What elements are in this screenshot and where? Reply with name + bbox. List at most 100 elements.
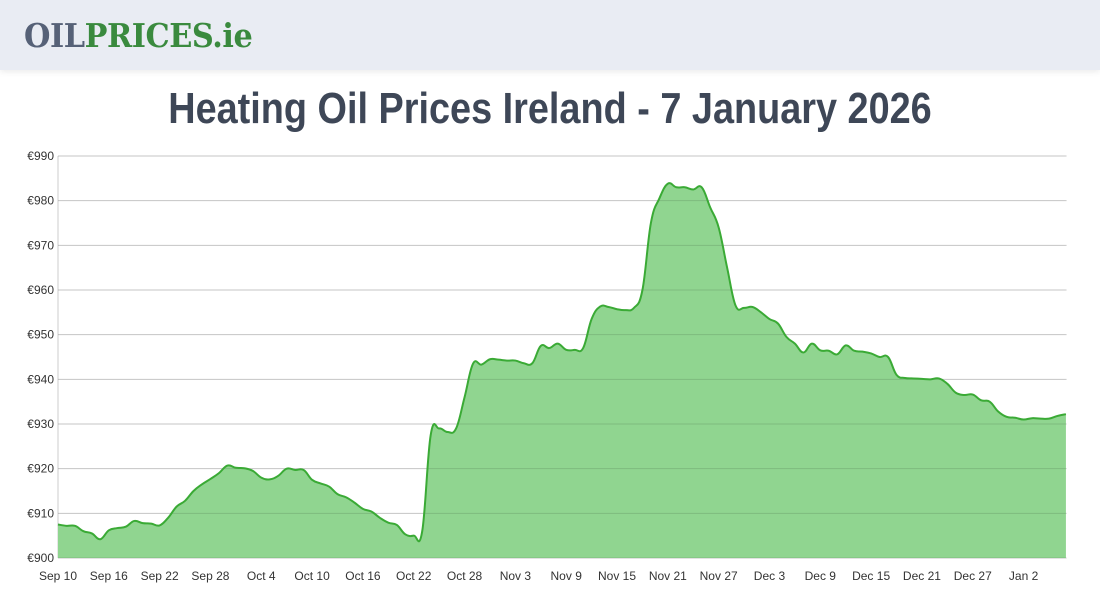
data-point [173,503,181,511]
data-point [1037,415,1045,423]
data-point [427,431,435,439]
data-point [486,355,494,363]
data-point [1020,416,1028,424]
x-tick-label: Oct 16 [345,569,381,583]
x-tick-label: Oct 4 [247,569,276,583]
data-point [723,264,731,272]
data-point [605,303,613,311]
site-header: OILPRICES.ie [0,0,1100,70]
data-point [977,396,985,404]
data-point [715,223,723,231]
data-point [520,359,528,367]
data-point [418,527,426,535]
data-point [156,521,164,529]
data-point [909,374,917,382]
data-point [359,505,367,513]
data-point [969,391,977,399]
x-tick-label: Sep 28 [191,569,229,583]
data-point [935,374,943,382]
data-point [613,305,621,313]
data-point [893,371,901,379]
x-tick-label: Sep 16 [90,569,128,583]
x-tick-label: Dec 15 [852,569,890,583]
data-point [621,306,629,314]
data-point [850,347,858,355]
data-point [1003,413,1011,421]
data-point [223,462,231,470]
x-tick-label: Jan 2 [1009,569,1039,583]
data-point [638,286,646,294]
data-point [842,341,850,349]
data-point [257,474,265,482]
data-point [791,340,799,348]
x-tick-label: Dec 3 [754,569,786,583]
data-point [765,315,773,323]
data-point [444,428,452,436]
data-point [376,514,384,522]
data-point [325,483,333,491]
price-area-fill [58,183,1066,558]
data-point [393,521,401,529]
data-point [808,340,816,348]
y-tick-label: €910 [27,506,54,520]
data-point [943,380,951,388]
data-point [240,464,248,472]
data-point [994,407,1002,415]
y-tick-label: €940 [27,372,54,386]
data-point [825,347,833,355]
data-point [452,424,460,432]
price-line [57,182,1067,543]
data-point [926,375,934,383]
data-point [698,183,706,191]
y-tick-label: €970 [27,238,54,252]
x-tick-label: Nov 9 [551,569,583,583]
data-point [401,530,409,538]
data-point [1045,415,1053,423]
data-point [630,304,638,312]
data-point [952,389,960,397]
data-point [342,493,350,501]
x-tick-label: Oct 28 [447,569,483,583]
data-point [291,466,299,474]
data-point [588,315,596,323]
data-point [494,356,502,364]
x-tick-label: Sep 10 [39,569,77,583]
data-point [139,519,147,527]
y-tick-label: €960 [27,283,54,297]
data-point [113,524,121,532]
data-point [732,302,740,310]
data-point [833,350,841,358]
y-tick-label: €980 [27,194,54,208]
data-point [62,522,70,530]
data-point [249,467,257,475]
data-point [96,535,104,543]
x-tick-label: Dec 9 [805,569,837,583]
site-logo[interactable]: OILPRICES.ie [24,16,253,55]
x-tick-label: Nov 15 [598,569,636,583]
data-point [232,464,240,472]
data-point [88,529,96,537]
data-point [198,480,206,488]
data-point [867,349,875,357]
data-point [918,375,926,383]
data-point [681,183,689,191]
data-point [384,519,392,527]
data-point [1062,410,1070,418]
data-point [672,183,680,191]
data-point [579,344,587,352]
data-point [300,466,308,474]
data-point [664,180,672,188]
data-point [206,475,214,483]
data-point [901,374,909,382]
data-point [1011,414,1019,422]
data-point [655,194,663,202]
data-point [782,333,790,341]
data-point [469,360,477,368]
x-tick-label: Oct 22 [396,569,432,583]
data-point [554,340,562,348]
data-point [986,398,994,406]
data-point [215,469,223,477]
data-point [503,357,511,365]
data-point [435,424,443,432]
